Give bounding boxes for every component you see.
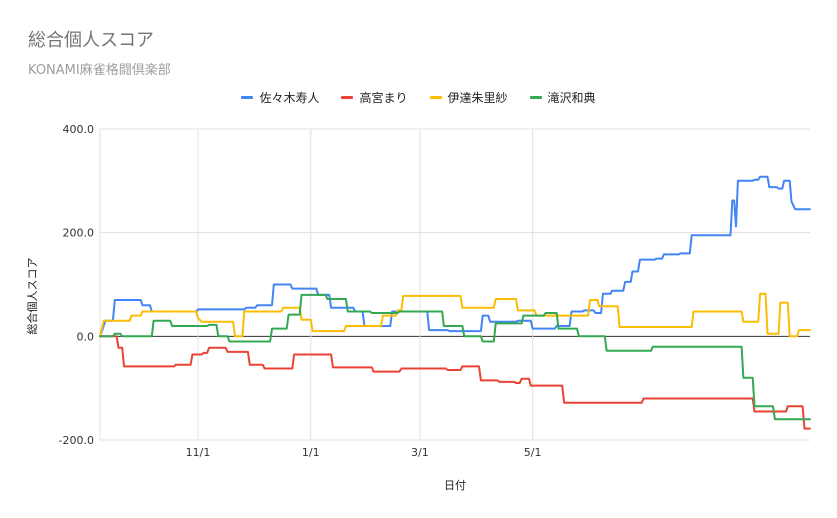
series-lines	[99, 175, 811, 430]
series-line-1[interactable]	[99, 335, 811, 430]
legend-swatch-takamiya	[341, 96, 354, 99]
y-tick-label: 0.0	[77, 330, 95, 343]
legend-label-sasaki: 佐々木寿人	[259, 91, 320, 105]
chart-subtitle: KONAMI麻雀格闘倶楽部	[28, 63, 171, 78]
x-tick-label: 3/1	[411, 446, 429, 459]
legend-swatch-date	[429, 96, 442, 99]
legend-label-date: 伊達朱里紗	[447, 91, 508, 105]
legend-swatch-takizawa	[529, 96, 542, 99]
x-tick-label: 11/1	[186, 446, 211, 459]
x-tick-label: 5/1	[524, 446, 542, 459]
chart-title: 総合個人スコア	[28, 30, 154, 51]
legend-label-takamiya: 高宮まり	[359, 91, 408, 105]
grid	[99, 128, 810, 441]
legend-label-takizawa: 滝沢和典	[547, 91, 596, 105]
x-axis-title: 日付	[444, 479, 466, 492]
x-tick-label: 1/1	[302, 446, 320, 459]
legend: 佐々木寿人 高宮まり 伊達朱里紗 滝沢和典	[0, 89, 837, 106]
y-axis-title: 総合個人スコア	[25, 258, 39, 335]
legend-item-sasaki[interactable]: 佐々木寿人	[241, 89, 319, 106]
y-tick-label: 200.0	[63, 227, 95, 240]
legend-item-takizawa[interactable]: 滝沢和典	[529, 89, 596, 106]
legend-swatch-sasaki	[241, 96, 254, 99]
y-tick-label: 400.0	[63, 123, 95, 136]
series-line-2[interactable]	[99, 292, 811, 338]
series-line-3[interactable]	[99, 293, 811, 421]
y-tick-label: -200.0	[59, 434, 94, 447]
tick-labels: 400.0 200.0 0.0 -200.0 11/1 1/1 3/1 5/1	[59, 123, 542, 459]
series-line-0[interactable]	[99, 175, 811, 338]
legend-item-takamiya[interactable]: 高宮まり	[341, 89, 408, 106]
legend-item-date[interactable]: 伊達朱里紗	[429, 89, 508, 106]
